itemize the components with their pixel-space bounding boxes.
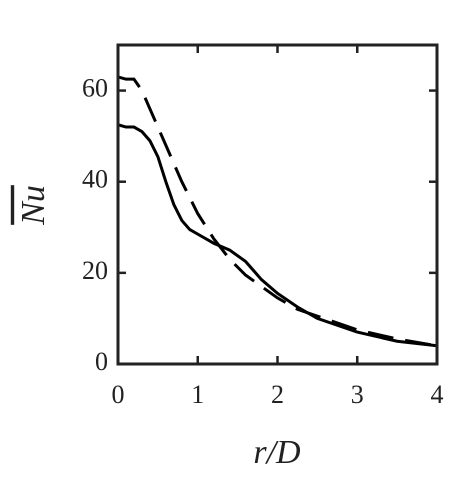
y-tick-label: 60 xyxy=(82,74,108,103)
x-tick-label: 0 xyxy=(112,380,125,409)
y-tick-label: 20 xyxy=(82,256,108,285)
x-axis-label: r/D xyxy=(253,434,301,471)
plot-frame xyxy=(116,43,439,366)
y-axis-label: Nu xyxy=(15,185,52,226)
y-tick-label: 0 xyxy=(95,347,108,376)
x-tick-label: 3 xyxy=(351,380,364,409)
x-tick-label: 2 xyxy=(271,380,284,409)
x-tick-label: 4 xyxy=(431,380,444,409)
line-series xyxy=(117,75,438,348)
y-tick-label: 40 xyxy=(82,165,108,194)
line-series xyxy=(117,123,438,348)
x-tick-label: 1 xyxy=(191,380,204,409)
